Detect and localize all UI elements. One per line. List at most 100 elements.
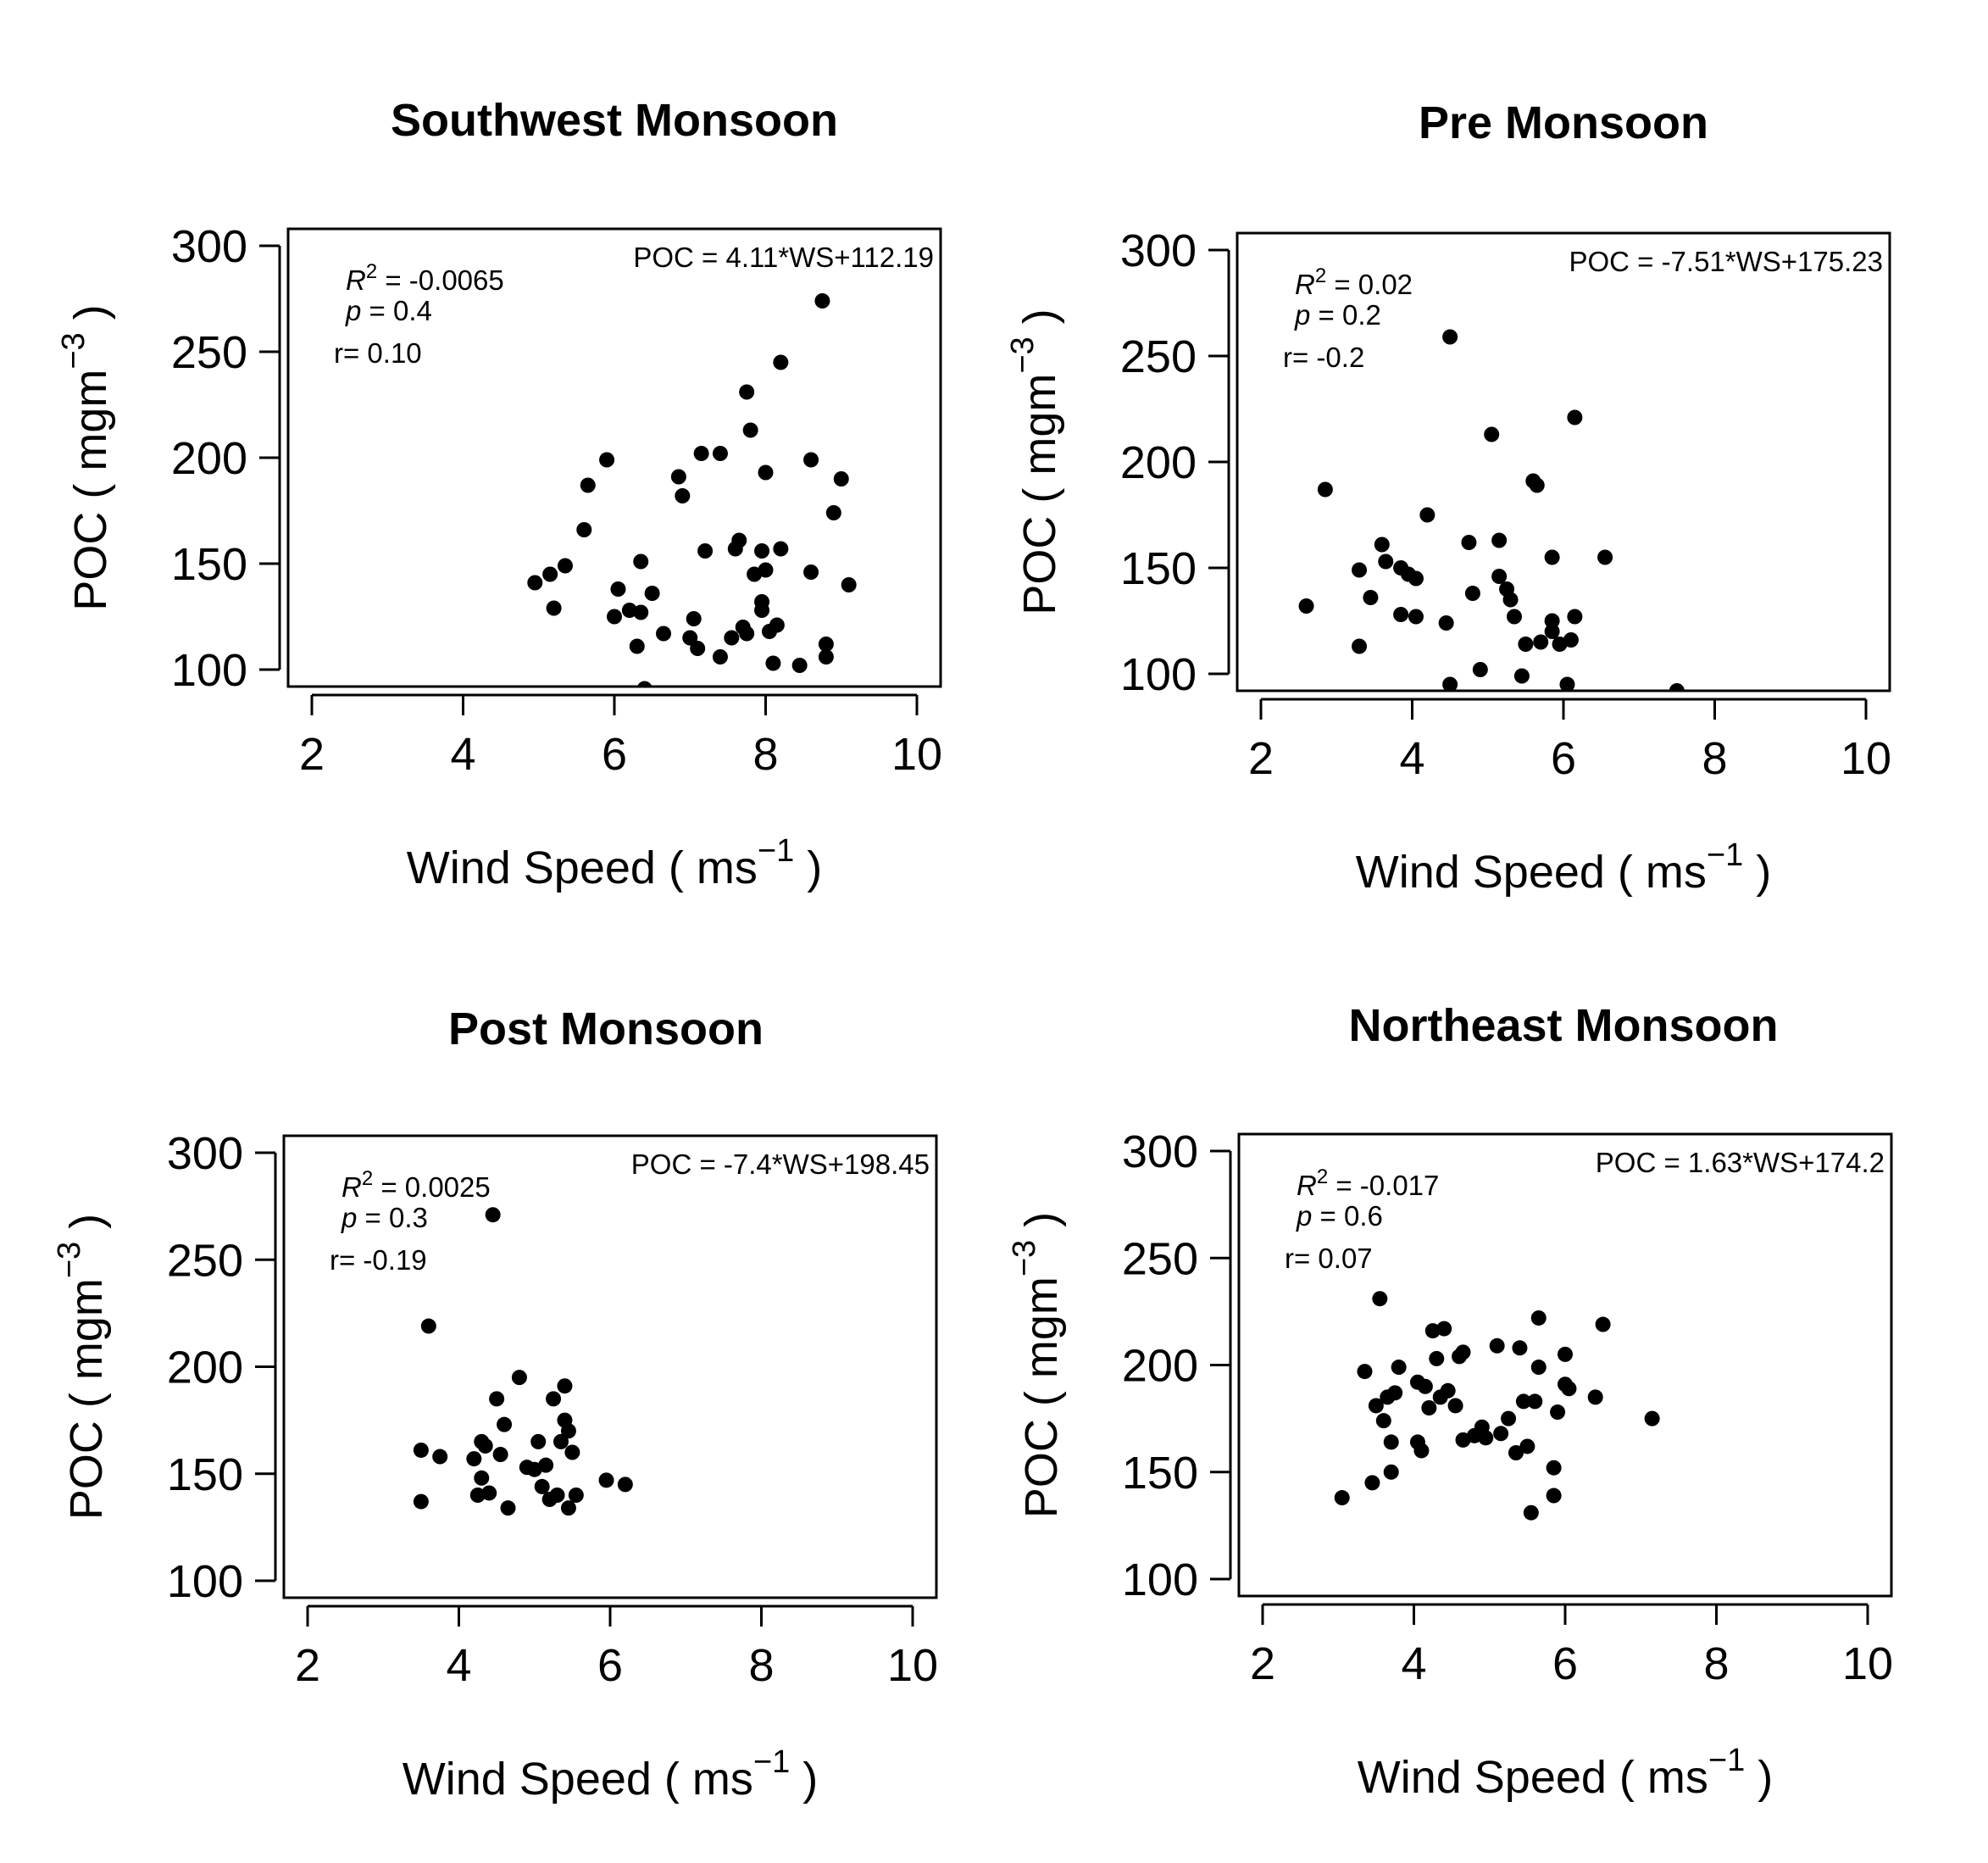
y-tick-label: 150 — [1122, 1448, 1198, 1499]
r-squared-value: = -0.017 — [1328, 1170, 1439, 1201]
data-point — [739, 626, 755, 642]
y-axis-label: POC ( mgm−3 ) — [56, 304, 116, 610]
data-point — [803, 452, 819, 468]
data-point — [580, 477, 596, 493]
x-axis-label: Wind Speed ( ms−1 ) — [1356, 837, 1771, 898]
data-point — [538, 1457, 554, 1473]
data-point — [466, 1451, 482, 1467]
data-point — [610, 581, 626, 597]
data-point — [633, 553, 649, 570]
data-point — [1529, 477, 1545, 493]
data-point — [557, 1378, 573, 1394]
data-point — [1491, 532, 1508, 548]
data-point — [1523, 1504, 1539, 1521]
x-tick-label: 8 — [748, 1640, 774, 1691]
data-point — [1544, 549, 1560, 565]
data-point — [758, 464, 774, 481]
y-tick-label: 300 — [167, 1128, 243, 1179]
data-point — [682, 630, 698, 646]
data-point — [693, 446, 709, 461]
data-point — [1558, 1346, 1573, 1362]
y-tick-label: 300 — [171, 221, 247, 272]
r-squared-annotation: R2 = 0.02 — [1295, 264, 1413, 300]
data-point — [803, 564, 819, 580]
chart-title: Pre Monsoon — [1419, 97, 1708, 148]
x-tick-label: 4 — [1399, 733, 1424, 784]
data-point — [791, 658, 808, 673]
y-tick-label: 100 — [1122, 1554, 1198, 1605]
data-point — [629, 638, 645, 654]
x-tick-label: 8 — [1702, 733, 1727, 784]
data-point — [825, 505, 841, 520]
y-axis-label-close: ) — [61, 1214, 112, 1242]
data-point — [1546, 1488, 1562, 1504]
correlation-annotation: r= 0.10 — [334, 337, 422, 369]
y-tick-label: 200 — [167, 1343, 243, 1393]
p-value: = 0.3 — [357, 1202, 427, 1233]
x-axis-label-exponent: −1 — [758, 833, 794, 869]
data-point — [818, 637, 834, 652]
data-point — [492, 1447, 508, 1463]
data-point — [489, 1391, 505, 1407]
chart-title: Post Monsoon — [448, 1004, 764, 1054]
data-point — [1374, 537, 1390, 553]
data-point — [758, 562, 774, 578]
regression-equation: POC = 1.63*WS+174.2 — [1596, 1147, 1885, 1178]
data-point — [1436, 1321, 1452, 1337]
data-point — [1506, 609, 1522, 625]
p-symbol: p — [1294, 299, 1310, 331]
r-squared-symbol: R — [1297, 1170, 1317, 1201]
data-point — [1378, 553, 1394, 570]
data-point — [1442, 676, 1458, 691]
x-tick-label: 6 — [597, 1640, 623, 1691]
p-value: = 0.4 — [361, 295, 431, 326]
data-point — [527, 575, 543, 591]
p-value: = 0.2 — [1310, 299, 1380, 331]
x-tick-label: 6 — [1552, 1638, 1578, 1689]
data-point — [474, 1470, 490, 1486]
data-point — [833, 471, 849, 487]
data-point — [1544, 624, 1560, 639]
y-tick-label: 150 — [171, 539, 247, 590]
x-tick-label: 10 — [887, 1640, 938, 1691]
data-point — [546, 1391, 562, 1407]
data-point — [637, 681, 652, 687]
x-axis-label-text: Wind Speed ( ms — [403, 1754, 753, 1805]
data-point — [1484, 426, 1500, 442]
data-point — [1644, 1410, 1660, 1426]
x-tick-label: 6 — [1551, 733, 1576, 784]
p-value-annotation: p = 0.4 — [345, 295, 432, 326]
y-tick-label: 200 — [1120, 437, 1197, 488]
p-symbol: p — [1296, 1200, 1312, 1232]
data-point — [1387, 1385, 1403, 1401]
x-axis-label-text: Wind Speed ( ms — [1358, 1752, 1708, 1803]
data-point — [413, 1493, 429, 1510]
data-point — [497, 1416, 513, 1432]
data-point — [1533, 634, 1549, 650]
data-point — [675, 488, 691, 503]
data-point — [1413, 1443, 1430, 1459]
r-squared-value: = -0.0065 — [377, 264, 504, 296]
x-tick-label: 2 — [299, 729, 325, 780]
data-point — [576, 522, 592, 537]
y-tick-label: 200 — [171, 433, 247, 484]
x-tick-label: 2 — [1250, 1638, 1275, 1689]
data-point — [1513, 668, 1530, 684]
x-axis-label-text: Wind Speed ( ms — [407, 843, 758, 893]
p-value-annotation: p = 0.3 — [341, 1202, 428, 1233]
data-point — [1550, 1404, 1566, 1421]
data-point — [1440, 1382, 1456, 1399]
x-tick-label: 8 — [1703, 1638, 1729, 1689]
data-point — [542, 566, 558, 582]
data-points — [1334, 1291, 1660, 1521]
data-point — [511, 1370, 527, 1386]
data-point — [1383, 1464, 1399, 1480]
p-symbol: p — [341, 1202, 357, 1233]
p-value-annotation: p = 0.6 — [1296, 1200, 1383, 1232]
data-point — [1597, 549, 1613, 565]
data-point — [769, 617, 785, 633]
data-point — [1527, 1393, 1543, 1410]
y-axis-label-close: ) — [65, 304, 116, 332]
x-tick-label: 4 — [1401, 1638, 1426, 1689]
